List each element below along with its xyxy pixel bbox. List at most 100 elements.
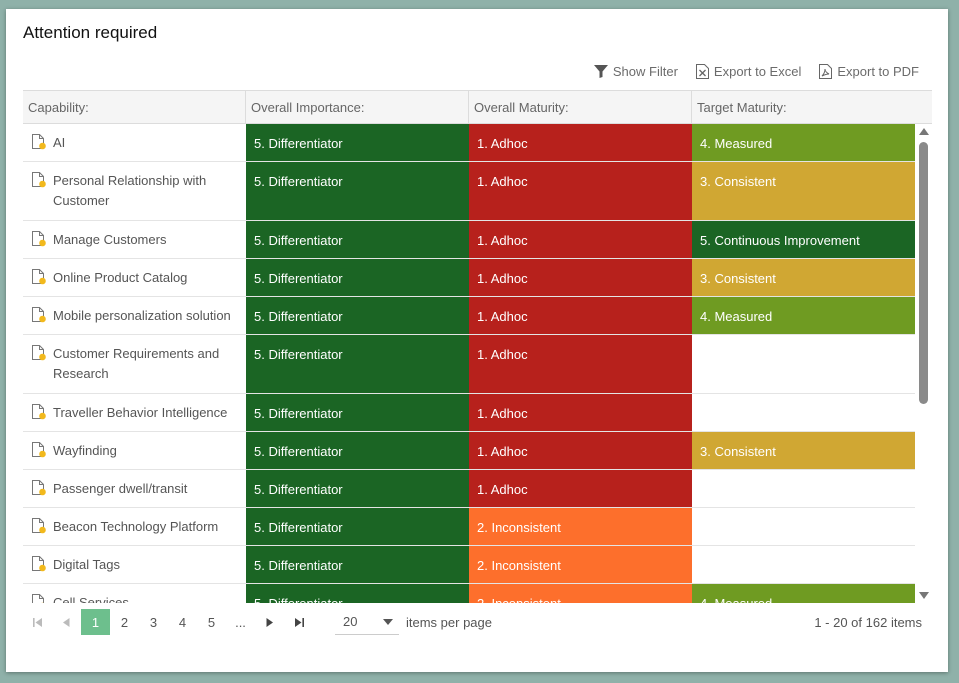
capability-document-icon [31, 172, 47, 220]
maturity-cell[interactable]: 2. Inconsistent [469, 508, 692, 545]
maturity-cell[interactable]: 1. Adhoc [469, 335, 692, 393]
filter-icon [593, 65, 608, 78]
page-size-dropdown[interactable]: 20 [335, 609, 399, 635]
target-maturity-cell[interactable]: 5. Continuous Improvement [692, 221, 915, 258]
maturity-cell[interactable]: 2. Inconsistent [469, 546, 692, 583]
capability-name: Digital Tags [53, 557, 120, 572]
importance-cell[interactable]: 5. Differentiator [246, 259, 469, 296]
capability-cell[interactable]: AI [23, 124, 246, 161]
scroll-up-arrow-icon[interactable] [919, 128, 929, 135]
capability-name: AI [53, 135, 66, 150]
vertical-scrollbar[interactable] [915, 124, 932, 603]
capability-name: Customer Requirements and Research [53, 346, 220, 381]
table-row[interactable]: Manage Customers 5. Differentiator 1. Adho… [23, 221, 915, 259]
target-maturity-cell[interactable]: 4. Measured [692, 584, 915, 603]
importance-cell[interactable]: 5. Differentiator [246, 335, 469, 393]
table-row[interactable]: Digital Tags 5. Differentiator 2. Inconsis… [23, 546, 915, 584]
table-row[interactable]: Beacon Technology Platform 5. Differentia… [23, 508, 915, 546]
column-header-overall-importance[interactable]: Overall Importance: [246, 91, 469, 123]
capability-cell[interactable]: Manage Customers [23, 221, 246, 258]
capability-name: Beacon Technology Platform [53, 519, 219, 534]
capability-document-icon [31, 480, 47, 507]
maturity-cell[interactable]: 1. Adhoc [469, 297, 692, 334]
table-row[interactable]: Mobile personalization solution 5. Differ… [23, 297, 915, 335]
column-header-overall-maturity[interactable]: Overall Maturity: [469, 91, 692, 123]
importance-cell[interactable]: 5. Differentiator [246, 297, 469, 334]
last-page-icon[interactable] [284, 609, 313, 635]
maturity-cell[interactable]: 1. Adhoc [469, 432, 692, 469]
capability-cell[interactable]: Online Product Catalog [23, 259, 246, 296]
importance-cell[interactable]: 5. Differentiator [246, 546, 469, 583]
column-header-target-maturity[interactable]: Target Maturity: [697, 99, 787, 115]
target-maturity-cell[interactable] [692, 546, 915, 583]
capability-document-icon [31, 307, 47, 334]
next-page-icon[interactable] [255, 609, 284, 635]
capability-cell[interactable]: Traveller Behavior Intelligence [23, 394, 246, 431]
grid-header: Capability: Overall Importance: Overall … [23, 91, 932, 124]
scrollbar-thumb[interactable] [919, 142, 928, 404]
capability-cell[interactable]: Cell Services [23, 584, 246, 603]
maturity-cell[interactable]: 1. Adhoc [469, 394, 692, 431]
target-maturity-cell[interactable] [692, 394, 915, 431]
capability-name: Wayfinding [53, 443, 117, 458]
capability-cell[interactable]: Wayfinding [23, 432, 246, 469]
maturity-cell[interactable]: 1. Adhoc [469, 259, 692, 296]
capability-cell[interactable]: Passenger dwell/transit [23, 470, 246, 507]
table-row[interactable]: Passenger dwell/transit 5. Differentiator… [23, 470, 915, 508]
maturity-cell[interactable]: 1. Adhoc [469, 470, 692, 507]
chevron-down-icon [383, 618, 393, 625]
page-button[interactable]: 5 [207, 614, 216, 630]
importance-cell[interactable]: 5. Differentiator [246, 470, 469, 507]
importance-cell[interactable]: 5. Differentiator [246, 394, 469, 431]
target-maturity-cell[interactable]: 4. Measured [692, 124, 915, 161]
page-button[interactable]: 3 [149, 614, 158, 630]
table-row[interactable]: Customer Requirements and Research 5. Dif… [23, 335, 915, 394]
capability-cell[interactable]: Mobile personalization solution [23, 297, 246, 334]
more-pages-button[interactable]: ... [235, 614, 246, 630]
maturity-cell[interactable]: 1. Adhoc [469, 162, 692, 220]
first-page-icon[interactable] [23, 609, 52, 635]
scroll-down-arrow-icon[interactable] [919, 592, 929, 599]
export-excel-button[interactable]: Export to Excel [695, 64, 801, 79]
target-maturity-cell[interactable]: 3. Consistent [692, 259, 915, 296]
target-maturity-cell[interactable] [692, 335, 915, 393]
maturity-cell[interactable]: 1. Adhoc [469, 221, 692, 258]
importance-cell[interactable]: 5. Differentiator [246, 221, 469, 258]
table-row[interactable]: Personal Relationship with Customer 5. Di… [23, 162, 915, 221]
target-maturity-cell[interactable]: 3. Consistent [692, 162, 915, 220]
capability-cell[interactable]: Customer Requirements and Research [23, 335, 246, 393]
page-button[interactable]: 1 [81, 609, 110, 635]
importance-cell[interactable]: 5. Differentiator [246, 508, 469, 545]
page-button[interactable]: 4 [178, 614, 187, 630]
grid-toolbar: Show Filter Export to Excel Export to PD… [593, 64, 919, 79]
capability-cell[interactable]: Digital Tags [23, 546, 246, 583]
importance-cell[interactable]: 5. Differentiator [246, 124, 469, 161]
importance-cell[interactable]: 5. Differentiator [246, 162, 469, 220]
capability-cell[interactable]: Personal Relationship with Customer [23, 162, 246, 220]
show-filter-button[interactable]: Show Filter [593, 64, 678, 79]
capability-name: Cell Services [53, 595, 129, 603]
column-header-capability[interactable]: Capability: [23, 91, 246, 123]
capability-document-icon [31, 442, 47, 469]
table-row[interactable]: Wayfinding 5. Differentiator 1. Adhoc 3. Co… [23, 432, 915, 470]
maturity-cell[interactable]: 1. Adhoc [469, 124, 692, 161]
target-maturity-cell[interactable] [692, 470, 915, 507]
table-row[interactable]: AI 5. Differentiator 1. Adhoc 4. Measured [23, 124, 915, 162]
importance-cell[interactable]: 5. Differentiator [246, 432, 469, 469]
target-maturity-cell[interactable]: 4. Measured [692, 297, 915, 334]
capability-name: Traveller Behavior Intelligence [53, 405, 228, 420]
table-row[interactable]: Traveller Behavior Intelligence 5. Differ… [23, 394, 915, 432]
capability-name: Passenger dwell/transit [53, 481, 188, 496]
export-pdf-button[interactable]: Export to PDF [819, 64, 919, 79]
previous-page-icon[interactable] [52, 609, 81, 635]
table-row[interactable]: Online Product Catalog 5. Differentiator 1… [23, 259, 915, 297]
page-button[interactable]: 2 [120, 614, 129, 630]
panel-title: Attention required [23, 23, 158, 42]
importance-cell[interactable]: 5. Differentiator [246, 584, 469, 603]
target-maturity-cell[interactable] [692, 508, 915, 545]
target-maturity-cell[interactable]: 3. Consistent [692, 432, 915, 469]
show-filter-label: Show Filter [612, 64, 678, 79]
capability-cell[interactable]: Beacon Technology Platform [23, 508, 246, 545]
maturity-cell[interactable]: 2. Inconsistent [469, 584, 692, 603]
